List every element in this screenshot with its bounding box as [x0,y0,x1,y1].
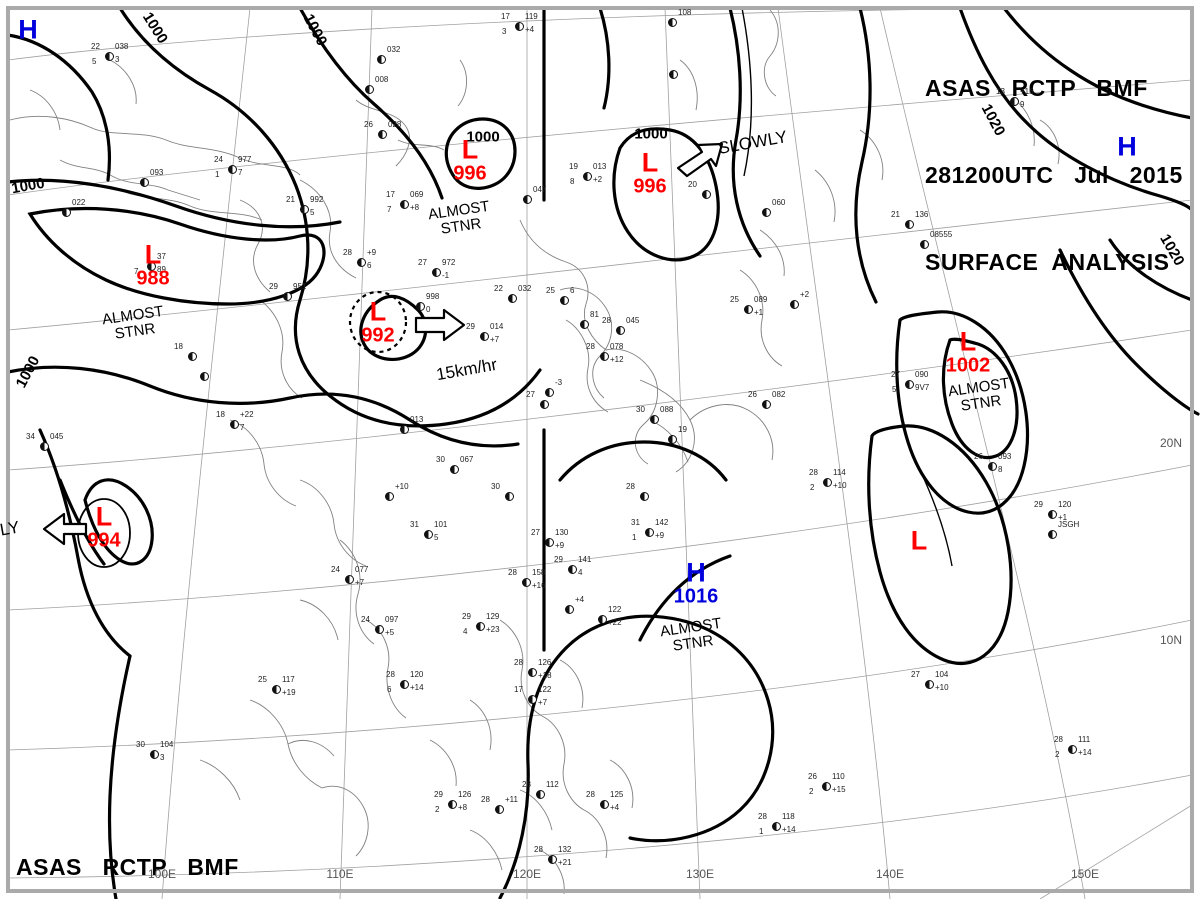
chart-title-top-line3: SURFACE ANALYSIS [925,249,1170,275]
longitude-label: 120E [512,867,542,881]
isobar-label: 1000 [634,125,668,143]
isobar-label: 1000 [466,128,500,146]
motion-arrow-slowly [676,142,724,178]
motion-annotation: LY [0,517,21,540]
chart-title-bottom: ASAS RCTP BMF 281200UTC Jul 2015 SURFACE… [16,795,274,899]
latitude-label: 10N [1159,633,1183,647]
chart-title-top: ASAS RCTP BMF 281200UTC Jul 2015 SURFACE… [925,16,1183,335]
longitude-label: 110E [326,867,354,881]
tropical-depression-circle [348,290,408,354]
longitude-label: 130E [685,867,715,881]
isobars [6,6,1200,899]
chart-title-top-line1: ASAS RCTP BMF [925,75,1148,101]
longitude-label: 140E [875,867,905,881]
chart-title-top-line2: 281200UTC Jul 2015 [925,162,1183,188]
coastlines [9,9,1060,895]
latitude-label: 20N [1159,436,1183,450]
longitude-label: 100E [147,867,177,881]
chart-title-bottom-line1: ASAS RCTP BMF [16,854,239,880]
motion-arrow-15kmhr [414,308,466,342]
secondary-isobars [741,7,953,567]
longitude-label: 150E [1070,867,1100,881]
map-frame [6,6,1194,893]
motion-arrow-west [42,512,88,546]
